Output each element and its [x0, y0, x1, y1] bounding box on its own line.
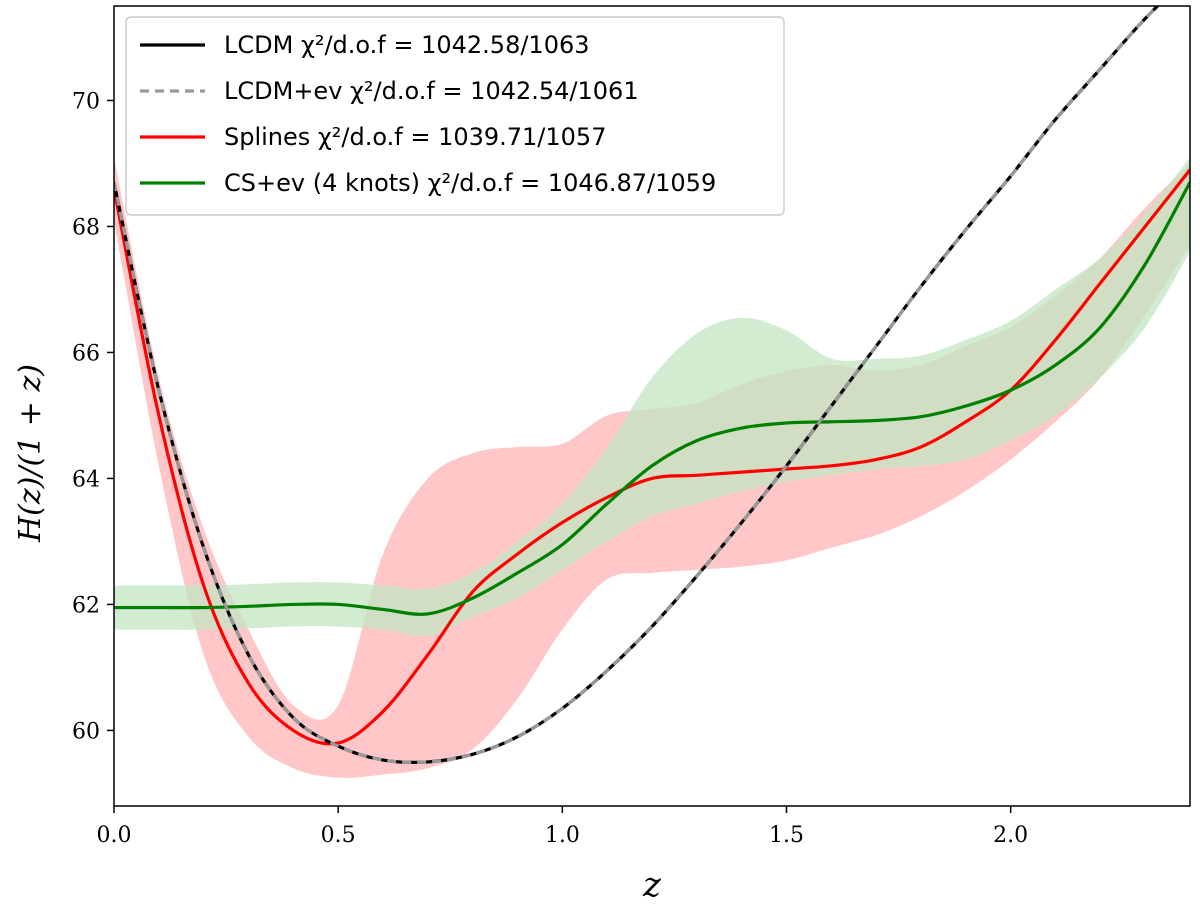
y-tick-label: 64 [72, 467, 100, 492]
y-tick-label: 60 [72, 719, 100, 744]
axis-ticks: 0.0 0.5 1.0 1.5 2.0 60 62 64 66 68 70 [72, 89, 1028, 848]
y-axis-label: H(z)/(1 + z) [13, 364, 48, 543]
series-lines [114, 6, 1190, 765]
y-tick-label: 68 [72, 215, 100, 240]
y-tick-label: 66 [72, 341, 100, 366]
legend: LCDM χ²/d.o.f = 1042.58/1063 LCDM+ev χ²/d… [125, 16, 785, 216]
x-axis-label: z [642, 865, 662, 905]
x-tick-label: 0.5 [321, 823, 356, 848]
y-tick-label: 70 [72, 89, 100, 114]
x-tick-label: 1.0 [545, 823, 580, 848]
legend-box [125, 16, 785, 216]
x-tick-label: 1.5 [769, 823, 804, 848]
legend-entry: LCDM χ²/d.o.f = 1042.58/1063 [224, 31, 590, 59]
x-tick-label: 2.0 [993, 823, 1028, 848]
line-cs-ev-4-knots [114, 181, 1190, 616]
legend-entry: CS+ev (4 knots) χ²/d.o.f = 1046.87/1059 [224, 169, 716, 197]
y-tick-label: 62 [72, 593, 100, 618]
legend-entry: LCDM+ev χ²/d.o.f = 1042.54/1061 [224, 77, 639, 105]
line-lcdm [114, 6, 1160, 765]
band-cs-ev-4-knots [114, 157, 1190, 637]
legend-entry: Splines χ²/d.o.f = 1039.71/1057 [224, 123, 606, 151]
plot-frame [113, 5, 1191, 807]
x-tick-label: 0.0 [97, 823, 132, 848]
